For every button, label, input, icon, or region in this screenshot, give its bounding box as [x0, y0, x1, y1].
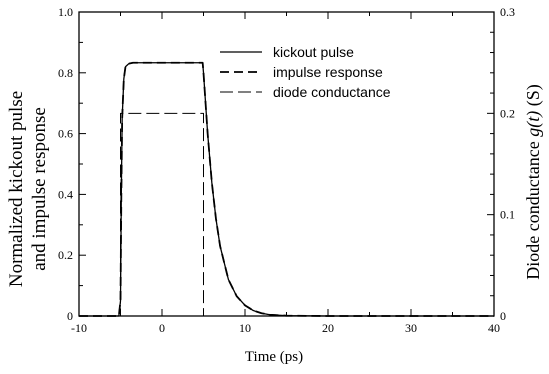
y-axis-right-label: Diode conductance g(t) (S) [523, 84, 544, 279]
y-right-tick-label: 0.3 [500, 5, 515, 19]
y-axis-right-label-italic: g(t) [523, 111, 544, 137]
y-right-tick-label: 0.1 [500, 208, 515, 222]
x-tick-label: 20 [322, 321, 334, 335]
y-right-tick-label: 0 [500, 309, 506, 323]
y-axis-right-label-prefix: Diode conductance [523, 137, 543, 280]
y-left-tick-label: 0.6 [58, 127, 73, 141]
series-line-impulse-response [79, 61, 494, 317]
legend-label-diode-conductance: diode conductance [273, 84, 391, 100]
legend: kickout pulse impulse response diode condu… [220, 44, 391, 100]
legend-label-impulse-response: impulse response [273, 64, 383, 80]
series-line-kickout-pulse [79, 62, 494, 317]
y-left-tick-label: 0 [67, 309, 73, 323]
legend-label-kickout-pulse: kickout pulse [273, 44, 354, 60]
x-tick-label: 10 [239, 321, 251, 335]
y-left-tick-label: 1.0 [58, 5, 73, 19]
y-axis-right-label-suffix: (S) [523, 84, 544, 111]
x-tick-label: 0 [159, 321, 165, 335]
y-axis-left-label-line2: and impulse response [29, 107, 50, 271]
y-axis-left-label-line1: Normalized kickout pulse [6, 91, 27, 287]
series-group [79, 61, 494, 317]
y-left-tick-label: 0.4 [58, 187, 73, 201]
series-line-diode-conductance [79, 112, 494, 317]
x-tick-label: 30 [405, 321, 417, 335]
y-right-tick-label: 0.2 [500, 106, 515, 120]
y-left-tick-label: 0.2 [58, 248, 73, 262]
y-left-tick-label: 0.8 [58, 66, 73, 80]
x-tick-label: -10 [71, 321, 87, 335]
x-tick-label: 40 [488, 321, 500, 335]
x-axis-label: Time (ps) [245, 349, 303, 365]
